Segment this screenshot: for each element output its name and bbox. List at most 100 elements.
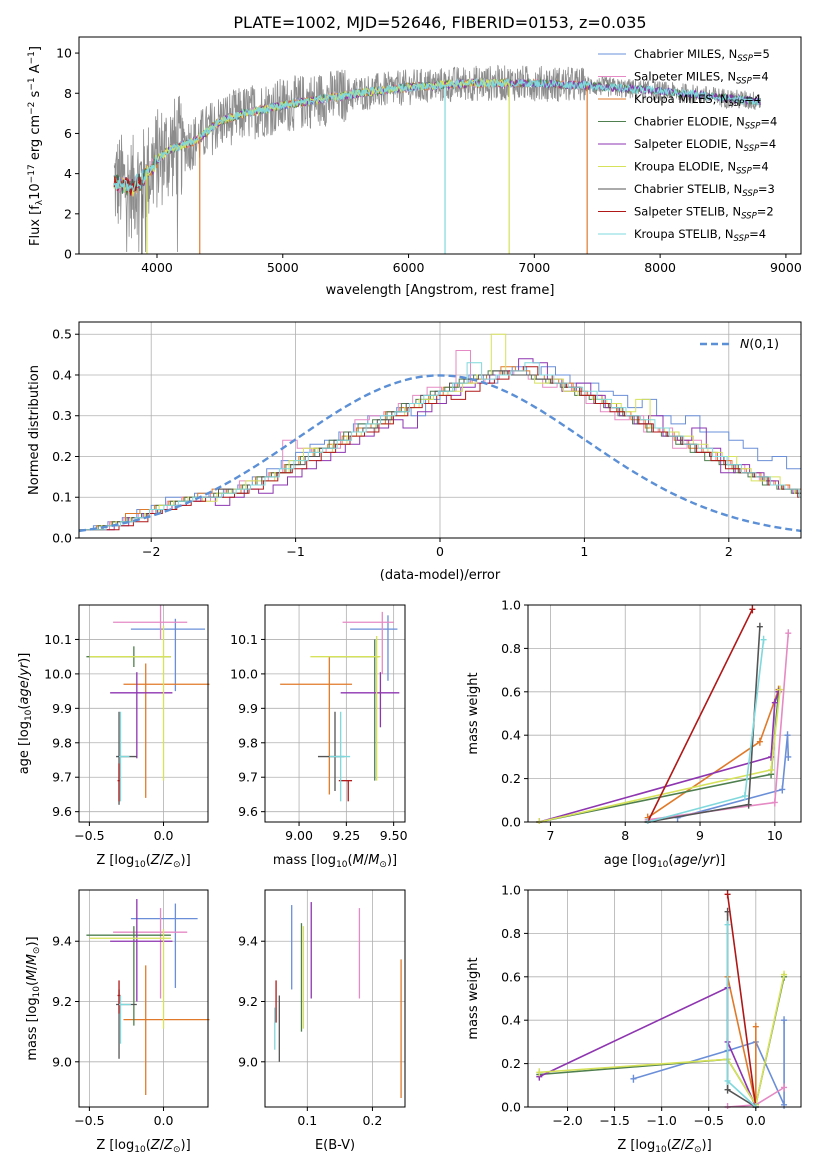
age_vs_mass-x-axis-label-part: mass [log (273, 853, 336, 868)
x-tick-label: −0.5 (74, 828, 104, 843)
mass-weight-marker (749, 605, 756, 614)
mass-weight-marker (724, 1085, 731, 1094)
legend-entry-text: Kroupa MILES, N (634, 92, 729, 106)
mass-weight-marker (630, 1074, 637, 1083)
weight_vs_Z-x-axis-label-part: 10 (655, 1145, 667, 1155)
legend-entry-label: Kroupa STELIB, NSSP=4 (634, 227, 766, 244)
normal-legend-args: (0,1) (749, 336, 779, 351)
mass_vs_Z-y-axis-label-part: M (25, 970, 40, 981)
legend-entry-label: Chabrier MILES, NSSP=5 (634, 47, 770, 64)
mass_vs_Z-x-axis-label-part: / (160, 1138, 165, 1153)
legend-entry-subscript: SSP (737, 54, 753, 64)
x-tick-label: 2 (725, 544, 733, 559)
age_vs_Z-x-axis-label-part: )] (181, 853, 191, 868)
legend-entry-subscript: SSP (736, 77, 752, 87)
legend-entry-count: =3 (758, 182, 775, 196)
y-tick-label: 0.5 (52, 327, 72, 342)
mass_vs_EBV-frame (264, 889, 406, 1108)
mass-weight-marker (781, 1083, 788, 1092)
y-tick-label: 9.0 (52, 1054, 72, 1069)
legend-entry-subscript: SSP (729, 99, 745, 109)
mass_vs_EBV-x-axis-label: E(B-V) (315, 1138, 355, 1153)
age_vs_mass-plot-area (280, 611, 400, 802)
age_vs_Z-x-axis-label-part: Z (150, 853, 161, 868)
residuals-y-axis-label: Normed distribution (27, 365, 42, 495)
legend-entry-subscript: SSP (745, 122, 761, 132)
mass_vs_Z-axes: −0.5 0.09.09.29.4Z [log10(Z/Z⊙)]mass [log… (25, 889, 210, 1155)
mass_vs_Z-x-axis-label-part: Z (163, 1138, 174, 1153)
legend-entry-text: Salpeter ELODIE, N (634, 137, 744, 151)
mass_vs_Z-y-axis-label-part: mass [log (25, 997, 40, 1060)
residuals-plot-area (79, 333, 801, 533)
mass-weight-marker (741, 791, 748, 800)
age_vs_Z-plot-area (86, 605, 210, 805)
mass-weight-line (539, 974, 785, 1107)
spectrum-x-axis-label: wavelength [Angstrom, rest frame] (326, 283, 555, 298)
x-tick-label: 0.0 (154, 1113, 174, 1128)
y-tick-label: 0.4 (52, 367, 72, 382)
legend-entry-label: Salpeter MILES, NSSP=4 (634, 70, 769, 87)
mass_vs_Z-x-axis-label-part: )] (181, 1138, 191, 1153)
weight_vs_Z-axes: −2.0 −1.5 −1.0 −0.5 0.0 0.0 0.2 0.4 0.6 0.8 1.0 Z [… (466, 883, 802, 1155)
legend-entry-text: Chabrier STELIB, N (634, 182, 742, 196)
x-tick-label: 6000 (393, 260, 425, 275)
residual-histogram-step (79, 366, 801, 531)
spectrum-y-axis-label-part: 10 (28, 183, 43, 200)
weight_vs_age-x-axis-label-part: / (698, 853, 703, 868)
legend-entry-text: Chabrier ELODIE, N (634, 115, 745, 129)
spectrum-y-axis-label-part: ] (28, 46, 43, 51)
age_vs_mass-x-axis-label-part: M (368, 853, 379, 868)
spectrum-y-axis-label-part: erg cm (28, 115, 43, 164)
legend-entry-subscript: SSP (736, 167, 752, 177)
mass_vs_Z-x-axis-label-part: ⊙ (173, 1145, 181, 1155)
age_vs_mass-x-axis-label-part: )] (387, 853, 397, 868)
mass-weight-marker (785, 629, 792, 638)
age_vs_Z-x-axis-label-part: ( (146, 853, 151, 868)
weight_vs_Z-x-axis-label-part: ⊙ (694, 1145, 702, 1155)
spectrum-frame (78, 36, 802, 255)
y-tick-label: 0.1 (52, 490, 72, 505)
legend-entry-count: =5 (753, 47, 770, 61)
x-tick-label: 9.00 (285, 828, 313, 843)
mass_vs_Z-frame (78, 889, 209, 1108)
weight_vs_Z-y-axis-label: mass weight (466, 957, 481, 1039)
y-tick-label: 2 (64, 206, 72, 221)
x-tick-label: 9 (696, 828, 704, 843)
mass_vs_Z-y-axis-label-part: / (25, 965, 40, 970)
y-tick-label: 8 (64, 86, 72, 101)
x-tick-label: 0 (436, 544, 444, 559)
y-tick-label: 0.6 (501, 684, 521, 699)
mass-weight-marker (768, 765, 775, 774)
weight_vs_Z-plot-area (536, 890, 788, 1109)
y-tick-label: 0.2 (52, 449, 72, 464)
weight_vs_Z-x-axis-label-part: ( (667, 1138, 672, 1153)
mass_vs_Z-x-axis-label-part: Z [log (96, 1138, 134, 1153)
y-tick-label: 9.8 (52, 735, 72, 750)
age_vs_Z-x-axis-label-part: Z (163, 853, 174, 868)
x-tick-label: 4000 (141, 260, 173, 275)
weight_vs_age-y-axis-label: mass weight (466, 672, 481, 754)
y-tick-label: 0.2 (501, 771, 521, 786)
age_vs_Z-x-axis-label-part: ⊙ (173, 860, 181, 870)
legend-entry-subscript: SSP (744, 144, 760, 154)
age_vs_mass-x-axis-label-part: / (364, 853, 369, 868)
legend-entry-text: Kroupa ELODIE, N (634, 160, 736, 174)
age_vs_Z-x-axis-label: Z [log10(Z/Z⊙)] (96, 853, 190, 870)
mass-weight-marker (784, 731, 791, 740)
spectrum-y-axis-label-part: −17 (27, 164, 37, 183)
x-tick-label: −2 (142, 544, 160, 559)
y-tick-label: 0.3 (52, 408, 72, 423)
spectrum-y-axis-label-part: Flux [f (28, 205, 43, 246)
y-tick-label: 10.0 (44, 666, 72, 681)
legend-entry-text: Salpeter STELIB, N (634, 205, 741, 219)
weight_vs_age-plot-area (536, 605, 792, 824)
mass-weight-marker (781, 1016, 788, 1025)
mass_vs_Z-x-axis-label-part: 10 (134, 1145, 146, 1155)
residual-histogram-step (79, 350, 801, 531)
x-tick-label: 9000 (770, 260, 802, 275)
x-tick-label: 0.1 (297, 1113, 317, 1128)
x-tick-label: 0.2 (362, 1113, 382, 1128)
mass_vs_Z-y-axis-label-part: ⊙ (32, 947, 42, 955)
y-tick-label: 0.0 (501, 1100, 521, 1115)
